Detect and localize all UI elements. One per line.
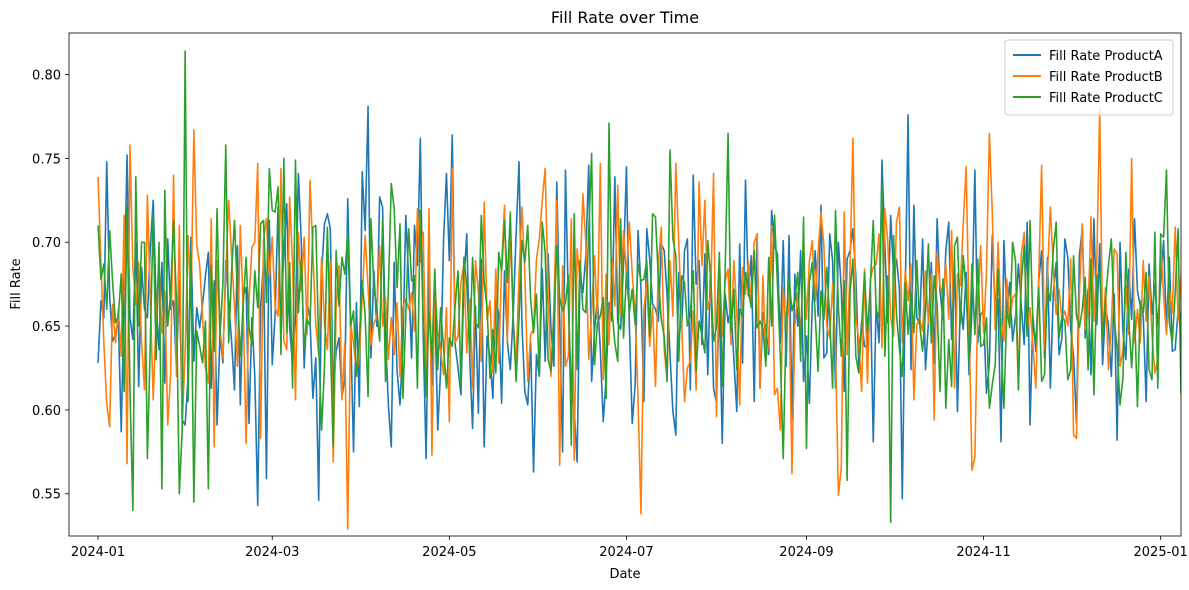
- x-tick-label: 2024-03: [245, 545, 299, 560]
- legend-box: [1004, 39, 1174, 116]
- x-axis: 2024-01 2024-03 2024-05 2024-07 2024-09 2024-…: [71, 536, 1188, 560]
- chart-title: Fill Rate over Time: [551, 8, 699, 27]
- x-tick-label: 2024-09: [779, 545, 833, 560]
- x-tick-label: 2024-05: [422, 545, 476, 560]
- x-tick-label: 2024-11: [956, 545, 1010, 560]
- x-tick-label: 2024-01: [71, 545, 125, 560]
- y-tick-label: 0.60: [32, 404, 61, 419]
- y-tick-label: 0.65: [32, 320, 61, 335]
- series-layer: [97, 50, 1181, 530]
- x-tick-label: 2025-01: [1134, 545, 1188, 560]
- y-tick-label: 0.80: [32, 69, 61, 84]
- y-tick-label: 0.75: [32, 152, 61, 167]
- series-line-3: [97, 50, 1181, 524]
- y-tick-label: 0.70: [32, 236, 61, 251]
- series-line-2: [97, 107, 1181, 530]
- x-axis-label: Date: [609, 567, 640, 582]
- legend-label-3: Fill Rate ProductC: [1049, 91, 1163, 106]
- legend-label-2: Fill Rate ProductB: [1049, 70, 1163, 85]
- y-tick-label: 0.55: [32, 488, 61, 503]
- x-tick-label: 2024-07: [599, 545, 653, 560]
- legend: Fill Rate ProductA Fill Rate ProductB Fill…: [1004, 39, 1174, 116]
- plot-area-frame: [68, 32, 1182, 537]
- legend-label-1: Fill Rate ProductA: [1049, 49, 1163, 64]
- y-axis: 0.55 0.60 0.65 0.70 0.75 0.80: [32, 69, 69, 503]
- y-axis-label: Fill Rate: [9, 258, 24, 309]
